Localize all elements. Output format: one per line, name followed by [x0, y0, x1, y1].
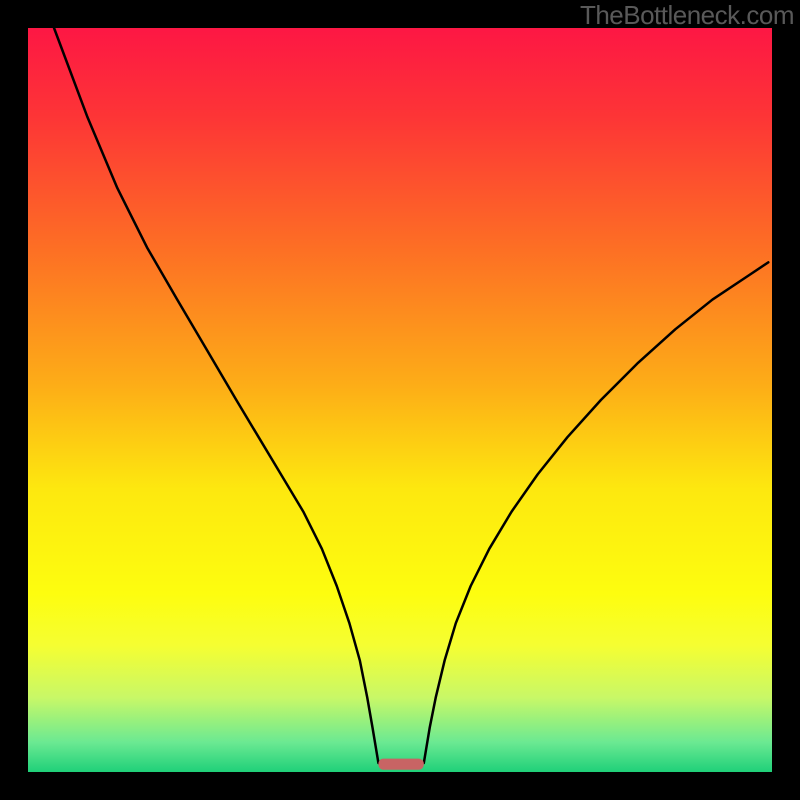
bottleneck-marker: [378, 759, 423, 770]
watermark-text: TheBottleneck.com: [580, 0, 794, 31]
bottleneck-chart: TheBottleneck.com: [0, 0, 800, 800]
chart-canvas: [0, 0, 800, 800]
